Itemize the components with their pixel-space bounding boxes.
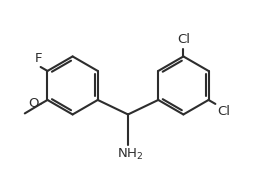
Text: F: F [35,52,42,65]
Text: NH$_2$: NH$_2$ [118,147,144,162]
Text: Cl: Cl [177,33,190,46]
Text: O: O [29,97,39,110]
Text: Cl: Cl [218,105,230,118]
